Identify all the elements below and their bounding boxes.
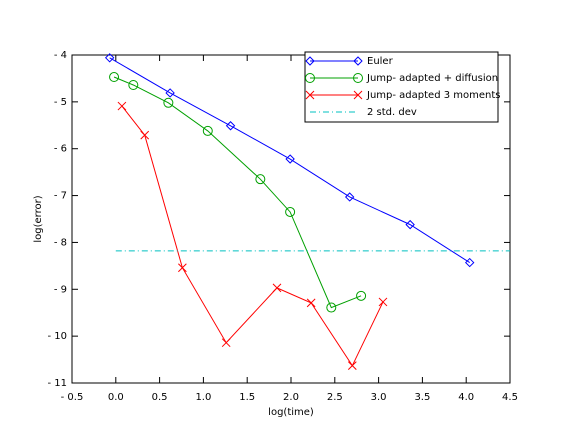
marker — [353, 56, 363, 66]
y-tick-label: - 11 — [47, 378, 67, 389]
marker — [378, 297, 388, 307]
marker — [117, 101, 127, 111]
marker — [347, 361, 357, 371]
y-tick-label: - 9 — [54, 284, 67, 295]
x-tick-label: 1.0 — [195, 392, 211, 403]
x-tick-label: - 0.5 — [61, 392, 84, 403]
marker — [163, 97, 174, 108]
marker — [305, 56, 315, 66]
marker — [140, 130, 150, 140]
marker — [221, 338, 231, 348]
marker — [344, 192, 355, 202]
y-tick-label: - 6 — [54, 144, 67, 155]
marker — [128, 79, 139, 90]
marker — [326, 302, 337, 313]
marker — [353, 90, 363, 100]
marker — [285, 154, 295, 164]
y-tick-label: - 4 — [54, 50, 67, 61]
x-tick-label: 2.0 — [283, 392, 299, 403]
marker — [353, 73, 363, 83]
x-axis-label: log(time) — [268, 407, 314, 418]
y-tick-label: - 8 — [54, 237, 67, 248]
marker — [255, 174, 266, 185]
y-tick-label: - 7 — [54, 191, 67, 202]
y-tick-label: - 10 — [47, 331, 67, 342]
marker — [109, 72, 120, 83]
marker — [272, 283, 282, 293]
legend-box — [304, 51, 499, 123]
x-tick-label: 0.5 — [152, 392, 168, 403]
x-tick-label: 2.5 — [327, 392, 343, 403]
x-tick-label: 4.0 — [458, 392, 474, 403]
legend-label: Jump- adapted 3 moments — [366, 90, 500, 101]
x-tick-label: 1.5 — [239, 392, 255, 403]
marker — [306, 298, 316, 308]
x-tick-label: 3.0 — [371, 392, 387, 403]
series-line — [113, 76, 362, 309]
marker — [405, 219, 415, 230]
marker — [225, 121, 236, 131]
legend-label: 2 std. dev — [367, 107, 417, 118]
marker — [285, 206, 296, 217]
y-axis-label: log(error) — [33, 195, 44, 242]
marker — [305, 73, 315, 83]
series-line — [121, 105, 384, 367]
x-tick-label: 0.0 — [108, 392, 124, 403]
marker — [165, 88, 175, 98]
x-tick-label: 3.5 — [414, 392, 430, 403]
marker — [356, 290, 367, 301]
legend-label: Euler — [367, 56, 394, 67]
marker — [305, 90, 315, 100]
series-line — [109, 57, 470, 263]
marker — [464, 257, 475, 268]
y-tick-label: - 5 — [54, 97, 67, 108]
marker — [178, 263, 187, 273]
marker — [104, 53, 115, 63]
marker — [202, 125, 213, 136]
legend-label: Jump- adapted + diffusion — [366, 73, 498, 84]
x-tick-label: 4.5 — [502, 392, 518, 403]
